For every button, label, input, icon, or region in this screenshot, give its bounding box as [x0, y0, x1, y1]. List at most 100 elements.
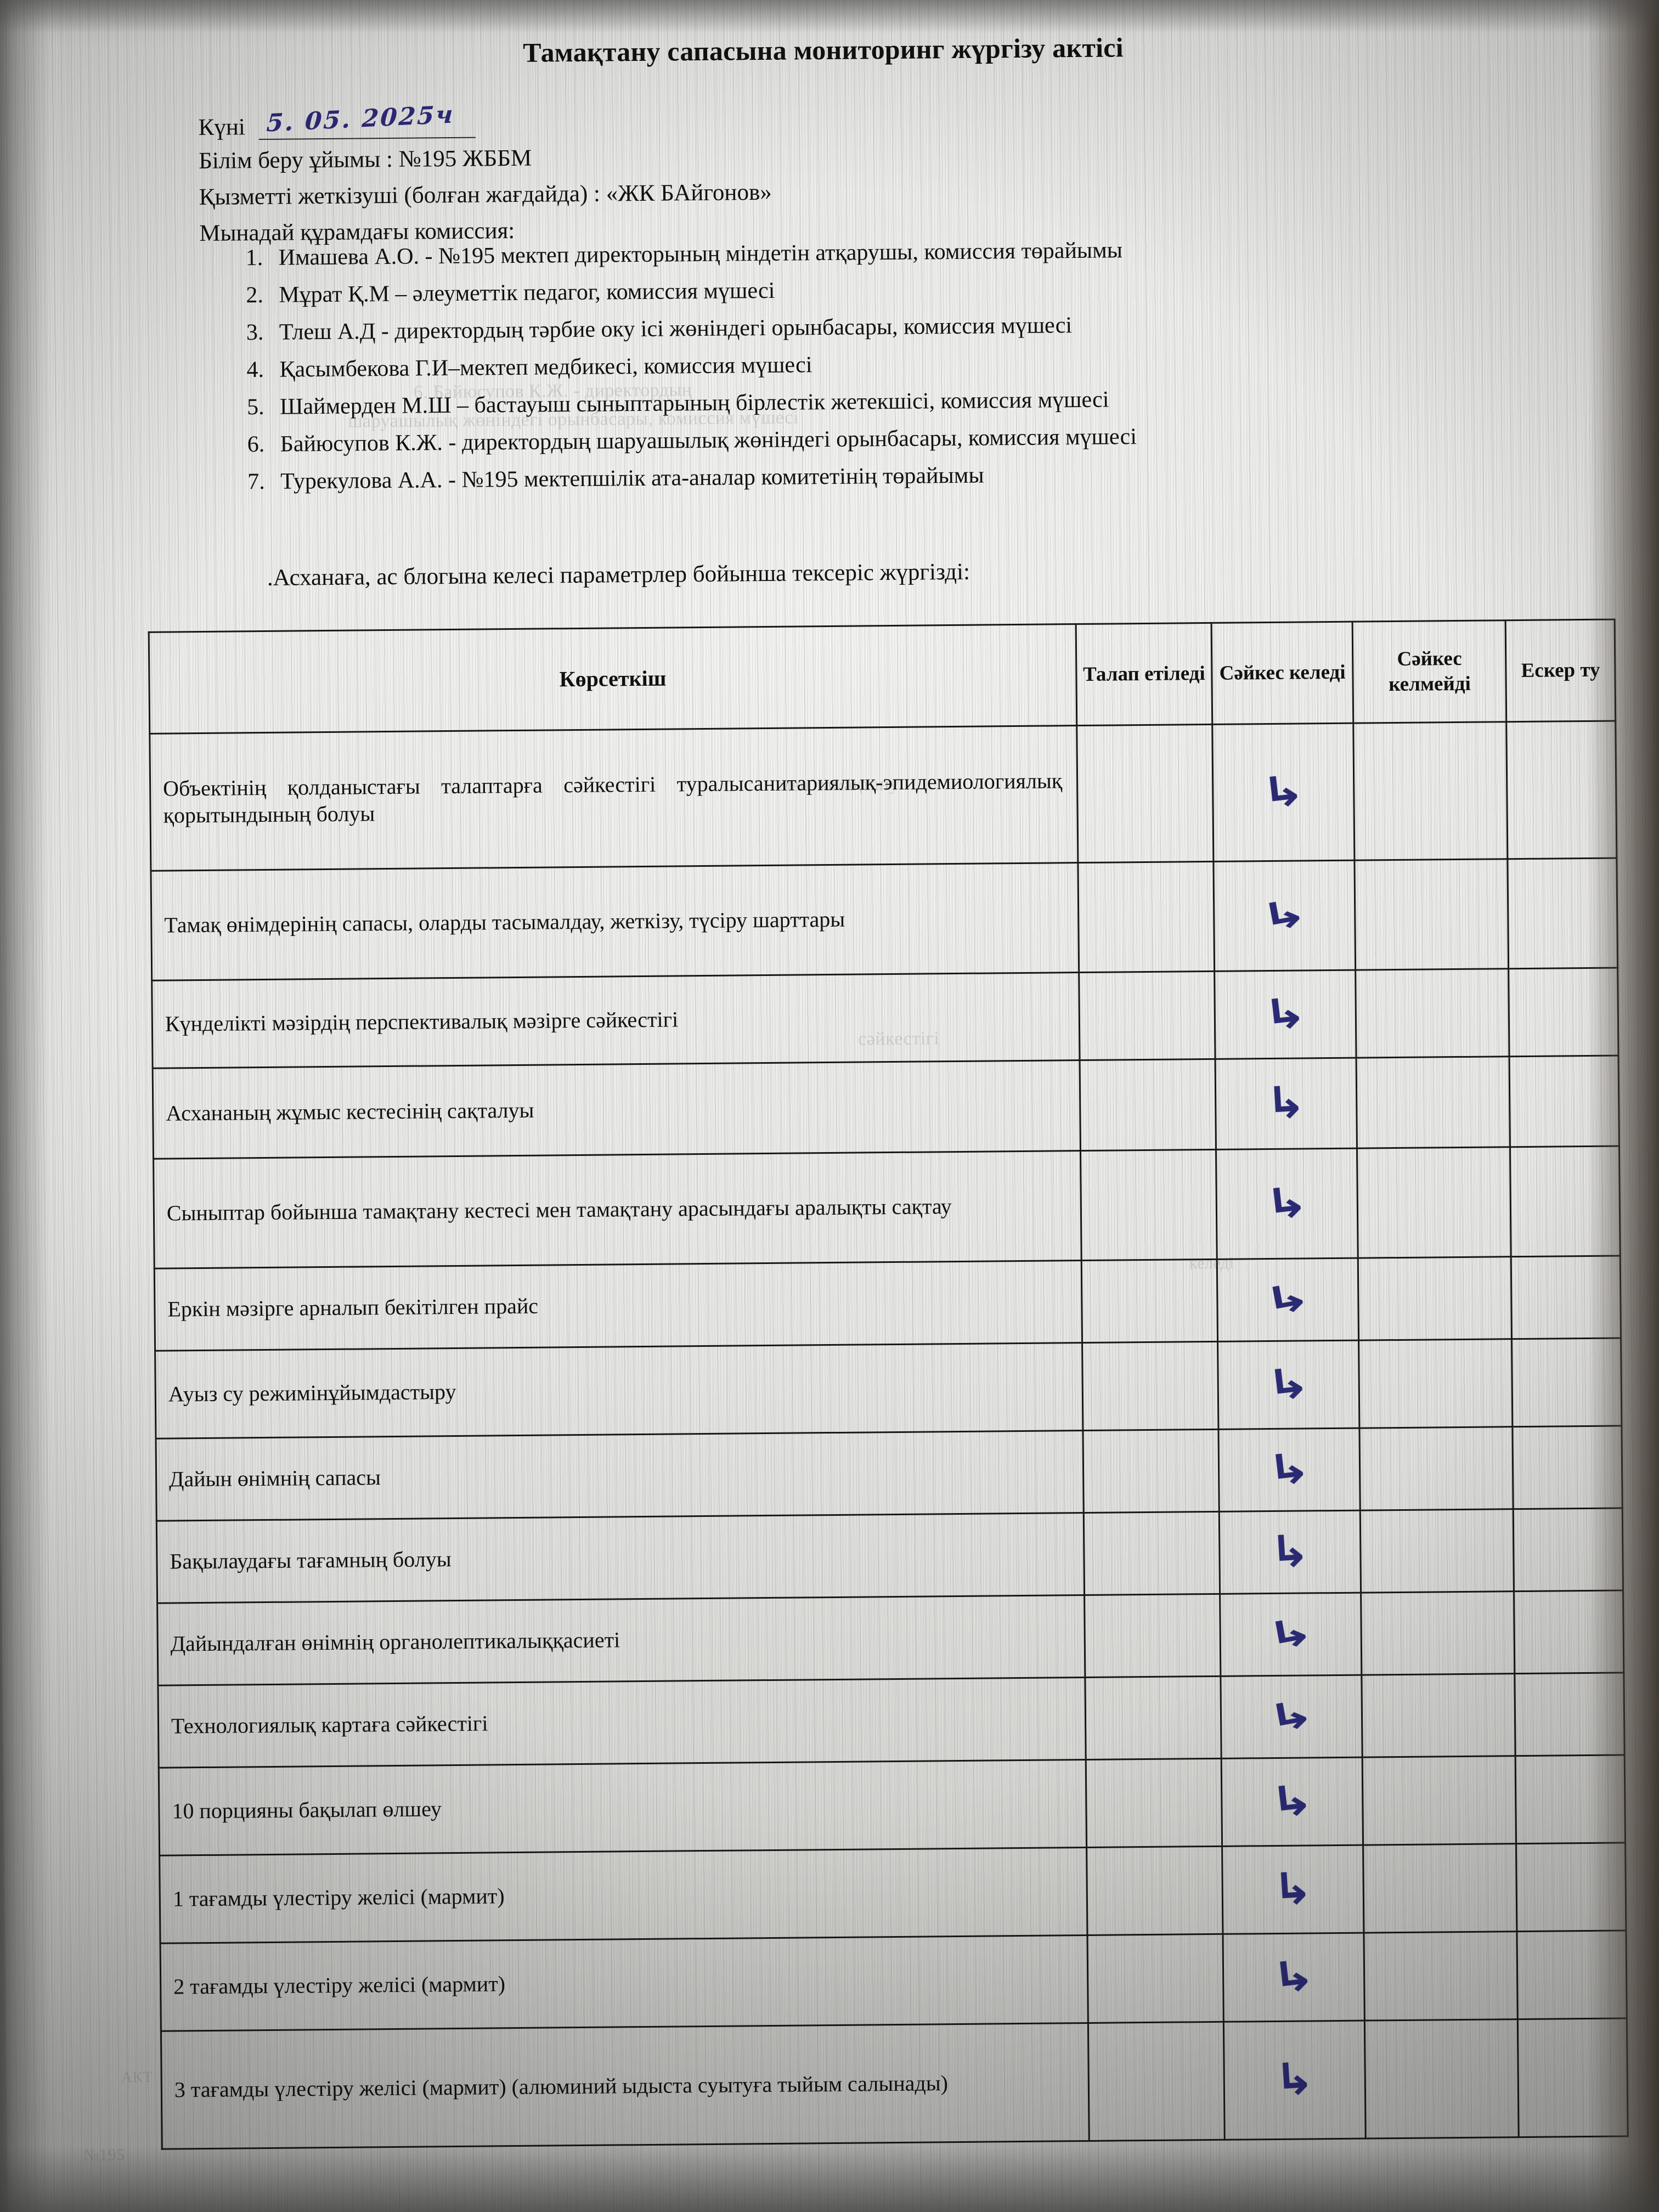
row-cell-not-complies[interactable] [1358, 1256, 1512, 1341]
row-indicator-label: Бақылаудағы тағамның болуы [156, 1513, 1085, 1604]
row-cell-complies[interactable]: ↳ [1216, 1148, 1358, 1260]
date-handwritten-value: 5. 05. 2025ч [266, 100, 455, 138]
column-header-complies: Сәйкес келеді [1211, 622, 1354, 725]
row-cell-complies[interactable]: ↳ [1222, 1933, 1365, 2022]
row-cell-note[interactable] [1509, 1055, 1620, 1147]
table-row: Күнделікті мәзірдің перспективалық мәзір… [151, 967, 1619, 1069]
checkmark-icon: ↳ [1260, 1272, 1316, 1324]
checkmark-icon: ↳ [1263, 1607, 1318, 1659]
list-item: Турекулова А.А. - №195 мектепшілік ата-а… [270, 462, 1137, 494]
row-cell-note[interactable] [1506, 720, 1617, 859]
row-cell-complies[interactable]: ↳ [1212, 723, 1355, 862]
table-body: Объектінің қолданыстағы талаптарға сәйке… [149, 720, 1628, 2149]
row-cell-complies[interactable]: ↳ [1213, 860, 1356, 972]
table-row: 2 тағамды үлестіру желісі (мармит) ↳ [160, 1930, 1627, 2032]
row-cell-not-complies[interactable] [1355, 859, 1509, 970]
row-cell-not-complies[interactable] [1363, 1843, 1517, 1933]
row-cell-required[interactable] [1080, 1149, 1217, 1261]
row-cell-note[interactable] [1515, 1672, 1625, 1756]
table-row: 3 тағамды үлестіру желісі (мармит) (алюм… [161, 2018, 1628, 2149]
row-cell-complies[interactable]: ↳ [1223, 2021, 1366, 2140]
row-cell-not-complies[interactable] [1362, 1756, 1516, 1846]
row-cell-complies[interactable]: ↳ [1222, 1845, 1364, 1934]
row-cell-not-complies[interactable] [1361, 1591, 1515, 1675]
checkmark-icon: ↳ [1273, 2052, 1317, 2106]
row-indicator-label: 1 тағамды үлестіру желісі (мармит) [159, 1847, 1088, 1944]
row-indicator-label: 3 тағамды үлестіру желісі (мармит) (алюм… [161, 2023, 1090, 2149]
list-item: Мұрат Қ.М – әлеуметтік педагог, комиссия… [269, 276, 1136, 308]
row-cell-complies[interactable]: ↳ [1221, 1757, 1364, 1847]
row-cell-required[interactable] [1088, 2022, 1225, 2141]
row-cell-required[interactable] [1087, 1934, 1224, 2023]
row-cell-note[interactable] [1513, 1508, 1623, 1592]
row-cell-not-complies[interactable] [1356, 1056, 1510, 1149]
row-cell-complies[interactable]: ↳ [1220, 1593, 1362, 1677]
date-field-row: Күні 5. 05. 2025ч [198, 100, 476, 140]
row-cell-required[interactable] [1084, 1594, 1221, 1678]
row-cell-note[interactable] [1511, 1338, 1622, 1427]
row-cell-complies[interactable]: ↳ [1217, 1340, 1360, 1430]
row-indicator-label: Еркін мәзірге арналып бекітілген прайс [154, 1260, 1082, 1351]
row-cell-note[interactable] [1514, 1590, 1624, 1674]
row-cell-required[interactable] [1083, 1429, 1220, 1513]
row-cell-required[interactable] [1085, 1676, 1222, 1760]
row-indicator-label: Дайындалған өнімнің органолептикалыққаси… [157, 1595, 1085, 1686]
checkmark-icon: ↳ [1271, 1861, 1315, 1915]
row-cell-required[interactable] [1079, 971, 1215, 1060]
row-cell-not-complies[interactable] [1364, 2019, 1519, 2139]
column-header-required: Талап етіледі [1076, 623, 1212, 726]
row-cell-complies[interactable]: ↳ [1220, 1675, 1363, 1759]
row-indicator-label: Ауыз су режимінұйымдастыру [155, 1342, 1084, 1439]
organization-value: №195 ЖББМ [398, 145, 532, 172]
table-row: Ауыз су режимінұйымдастыру ↳ [155, 1338, 1622, 1439]
row-cell-note[interactable] [1509, 967, 1619, 1057]
date-label: Күні [198, 114, 246, 140]
row-cell-not-complies[interactable] [1364, 1931, 1518, 2021]
date-input[interactable]: 5. 05. 2025ч [258, 100, 476, 140]
row-indicator-label: Күнделікті мәзірдің перспективалық мәзір… [151, 972, 1080, 1069]
table-header-row: Көрсеткіш Талап етіледі Сәйкес келеді Сә… [149, 619, 1616, 734]
row-cell-note[interactable] [1513, 1425, 1623, 1509]
row-cell-not-complies[interactable] [1362, 1673, 1516, 1758]
row-cell-required[interactable] [1082, 1341, 1218, 1431]
checkmark-icon: ↳ [1262, 1176, 1312, 1229]
row-cell-required[interactable] [1080, 1059, 1216, 1151]
row-cell-not-complies[interactable] [1358, 1339, 1513, 1429]
checkmark-icon: ↳ [1259, 764, 1308, 818]
row-cell-not-complies[interactable] [1353, 721, 1508, 861]
row-indicator-label: Дайын өнімнің сапасы [156, 1430, 1084, 1521]
checkmark-icon: ↳ [1261, 986, 1310, 1040]
row-cell-required[interactable] [1084, 1511, 1220, 1595]
column-header-not-complies: Сәйкес келмейді [1352, 620, 1507, 724]
commission-member-list: Имашева А.О. - №195 мектеп директорының … [226, 238, 1137, 507]
table-row: Дайын өнімнің сапасы ↳ [156, 1425, 1623, 1521]
row-cell-not-complies[interactable] [1356, 968, 1510, 1058]
row-cell-not-complies[interactable] [1359, 1426, 1514, 1511]
row-cell-complies[interactable]: ↳ [1219, 1510, 1361, 1594]
row-cell-required[interactable] [1086, 1846, 1223, 1936]
row-cell-required[interactable] [1076, 724, 1214, 863]
row-cell-complies[interactable]: ↳ [1215, 1058, 1357, 1150]
row-cell-note[interactable] [1510, 1146, 1621, 1257]
row-cell-note[interactable] [1511, 1255, 1621, 1339]
row-cell-note[interactable] [1508, 857, 1618, 969]
row-cell-required[interactable] [1078, 861, 1215, 973]
row-cell-required[interactable] [1081, 1259, 1218, 1343]
row-cell-note[interactable] [1516, 1842, 1626, 1932]
row-cell-complies[interactable]: ↳ [1214, 970, 1357, 1059]
checkmark-icon: ↳ [1268, 1523, 1312, 1578]
checkmark-icon: ↳ [1264, 1689, 1319, 1741]
row-cell-not-complies[interactable] [1360, 1509, 1514, 1593]
checkmark-icon: ↳ [1269, 1949, 1318, 2003]
row-cell-note[interactable] [1515, 1754, 1626, 1844]
table-row: Тамақ өнімдерінің сапасы, оларды тасымал… [150, 857, 1618, 981]
row-cell-complies[interactable]: ↳ [1218, 1428, 1361, 1512]
row-cell-note[interactable] [1517, 1930, 1627, 2019]
row-cell-complies[interactable]: ↳ [1217, 1258, 1359, 1342]
table-row: Объектінің қолданыстағы талаптарға сәйке… [149, 720, 1617, 871]
row-cell-note[interactable] [1517, 2018, 1628, 2137]
row-cell-not-complies[interactable] [1357, 1147, 1511, 1259]
organization-row: Білім беру ұйымы : №195 ЖББМ [199, 145, 532, 174]
row-cell-required[interactable] [1086, 1758, 1222, 1848]
